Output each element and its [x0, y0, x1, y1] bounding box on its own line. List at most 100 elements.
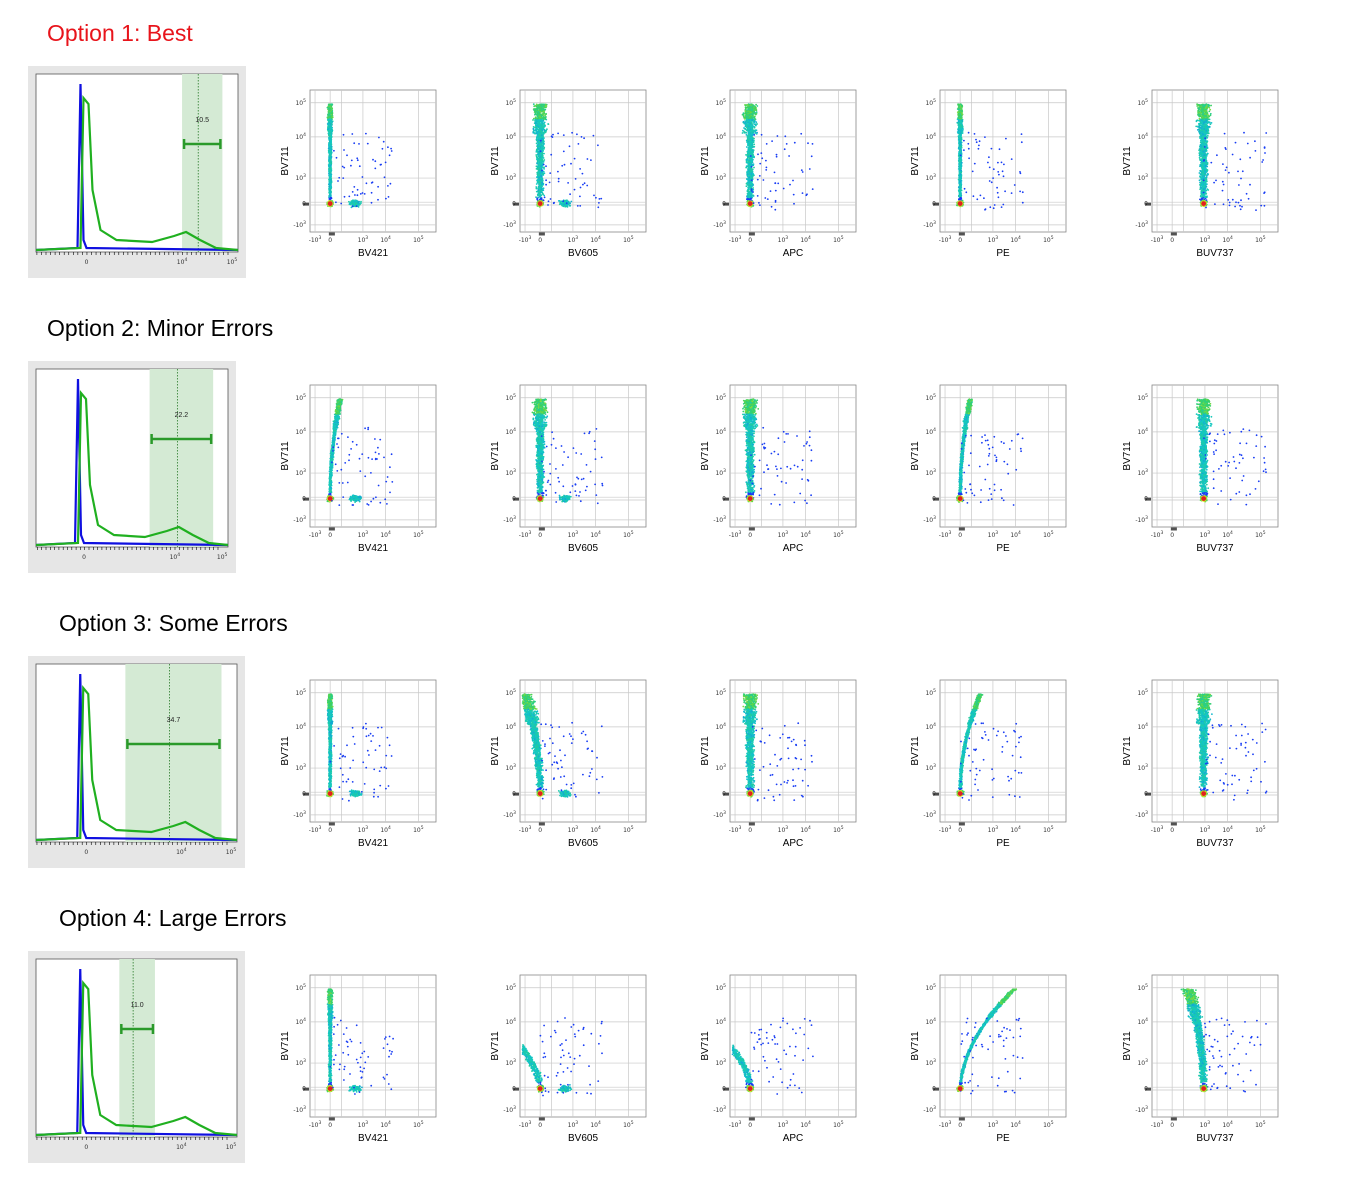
- event-dot: [748, 178, 751, 180]
- event-dot: [754, 113, 757, 116]
- event-dot: [741, 113, 744, 116]
- axis-tick: [333, 232, 335, 236]
- event-dot: [537, 125, 540, 128]
- event-dot: [750, 121, 752, 124]
- x-tick-label: -103: [519, 235, 532, 244]
- event-dot: [562, 134, 565, 136]
- event-dot: [545, 179, 547, 182]
- event-dot: [749, 128, 752, 131]
- event-dot: [354, 194, 356, 196]
- event-dot: [346, 154, 348, 157]
- event-dot: [543, 172, 546, 175]
- event-dot: [552, 133, 554, 136]
- event-dot: [748, 127, 751, 129]
- event-dot: [753, 156, 755, 159]
- event-dot: [745, 129, 748, 132]
- event-dot: [547, 204, 549, 206]
- event-dot: [750, 192, 753, 195]
- event-dot: [329, 135, 332, 138]
- event-dot: [330, 162, 333, 165]
- event-dot: [597, 206, 600, 209]
- event-dot: [576, 205, 579, 207]
- event-dot: [545, 112, 547, 115]
- event-dot: [747, 116, 750, 119]
- event-dot: [574, 178, 577, 180]
- event-dot: [749, 147, 752, 149]
- event-dot: [752, 116, 754, 119]
- event-dot: [542, 111, 545, 113]
- event-dot: [328, 191, 331, 194]
- event-dot: [745, 125, 748, 127]
- event-dot: [537, 168, 540, 171]
- axis-tick: [538, 232, 540, 236]
- event-dot: [387, 146, 389, 149]
- event-dot: [353, 142, 356, 145]
- event-dot: [539, 150, 542, 153]
- event-dot: [374, 167, 377, 170]
- event-dot: [557, 132, 559, 135]
- axis-tick: [308, 202, 309, 206]
- event-dot: [745, 112, 748, 115]
- event-dot: [549, 198, 552, 200]
- axis-tick: [516, 202, 517, 206]
- event-dot: [751, 196, 754, 199]
- event-dot: [330, 141, 333, 143]
- event-dot: [755, 111, 758, 113]
- event-dot: [541, 162, 543, 165]
- event-dot: [750, 111, 752, 114]
- event-dot: [387, 185, 389, 187]
- event-dot: [544, 124, 546, 127]
- event-dot: [542, 128, 544, 131]
- y-tick-label: 103: [505, 173, 516, 182]
- event-dot: [746, 178, 749, 181]
- event-dot: [385, 197, 387, 200]
- event-dot: [535, 154, 538, 156]
- event-dot: [545, 165, 547, 168]
- x-axis-label: BV605: [568, 248, 598, 259]
- event-dot: [746, 154, 749, 157]
- event-dot: [544, 114, 546, 117]
- event-dot: [350, 164, 352, 167]
- event-dot: [751, 152, 753, 155]
- event-dot: [752, 163, 755, 166]
- event-dot: [750, 168, 753, 171]
- event-dot: [747, 150, 749, 153]
- event-dot: [379, 163, 382, 166]
- event-dot: [750, 105, 752, 108]
- event-dot: [744, 106, 747, 109]
- event-dot: [748, 125, 750, 127]
- event-dot: [746, 136, 749, 139]
- event-dot: [330, 103, 333, 106]
- event-dot: [533, 111, 536, 113]
- event-dot: [328, 146, 330, 149]
- event-dot: [545, 183, 547, 186]
- x-tick-label: 0: [328, 237, 332, 244]
- event-dot: [541, 152, 544, 155]
- event-dot: [583, 137, 585, 140]
- event-dot: [536, 197, 539, 200]
- event-dot: [532, 119, 534, 121]
- event-dot: [329, 171, 332, 174]
- event-dot: [751, 122, 753, 125]
- event-dot: [363, 193, 366, 195]
- event-dot: [365, 132, 367, 135]
- event-dot: [537, 116, 540, 119]
- event-dot: [753, 106, 755, 108]
- event-dot: [540, 190, 543, 192]
- event-dot: [749, 175, 752, 177]
- y-tick-label: 104: [295, 132, 306, 141]
- event-dot: [598, 198, 601, 200]
- event-dot: [360, 200, 362, 203]
- event-dot: [351, 133, 354, 135]
- event-dot: [537, 111, 540, 113]
- event-dot: [741, 132, 744, 134]
- x-tick-label: 103: [358, 235, 369, 244]
- event-dot: [542, 183, 545, 186]
- event-dot: [539, 187, 542, 190]
- event-dot: [595, 196, 597, 199]
- event-dot: [538, 161, 540, 163]
- event-dot: [752, 140, 755, 143]
- event-dot: [745, 185, 748, 188]
- event-dot: [539, 185, 542, 187]
- event-dot: [535, 142, 538, 145]
